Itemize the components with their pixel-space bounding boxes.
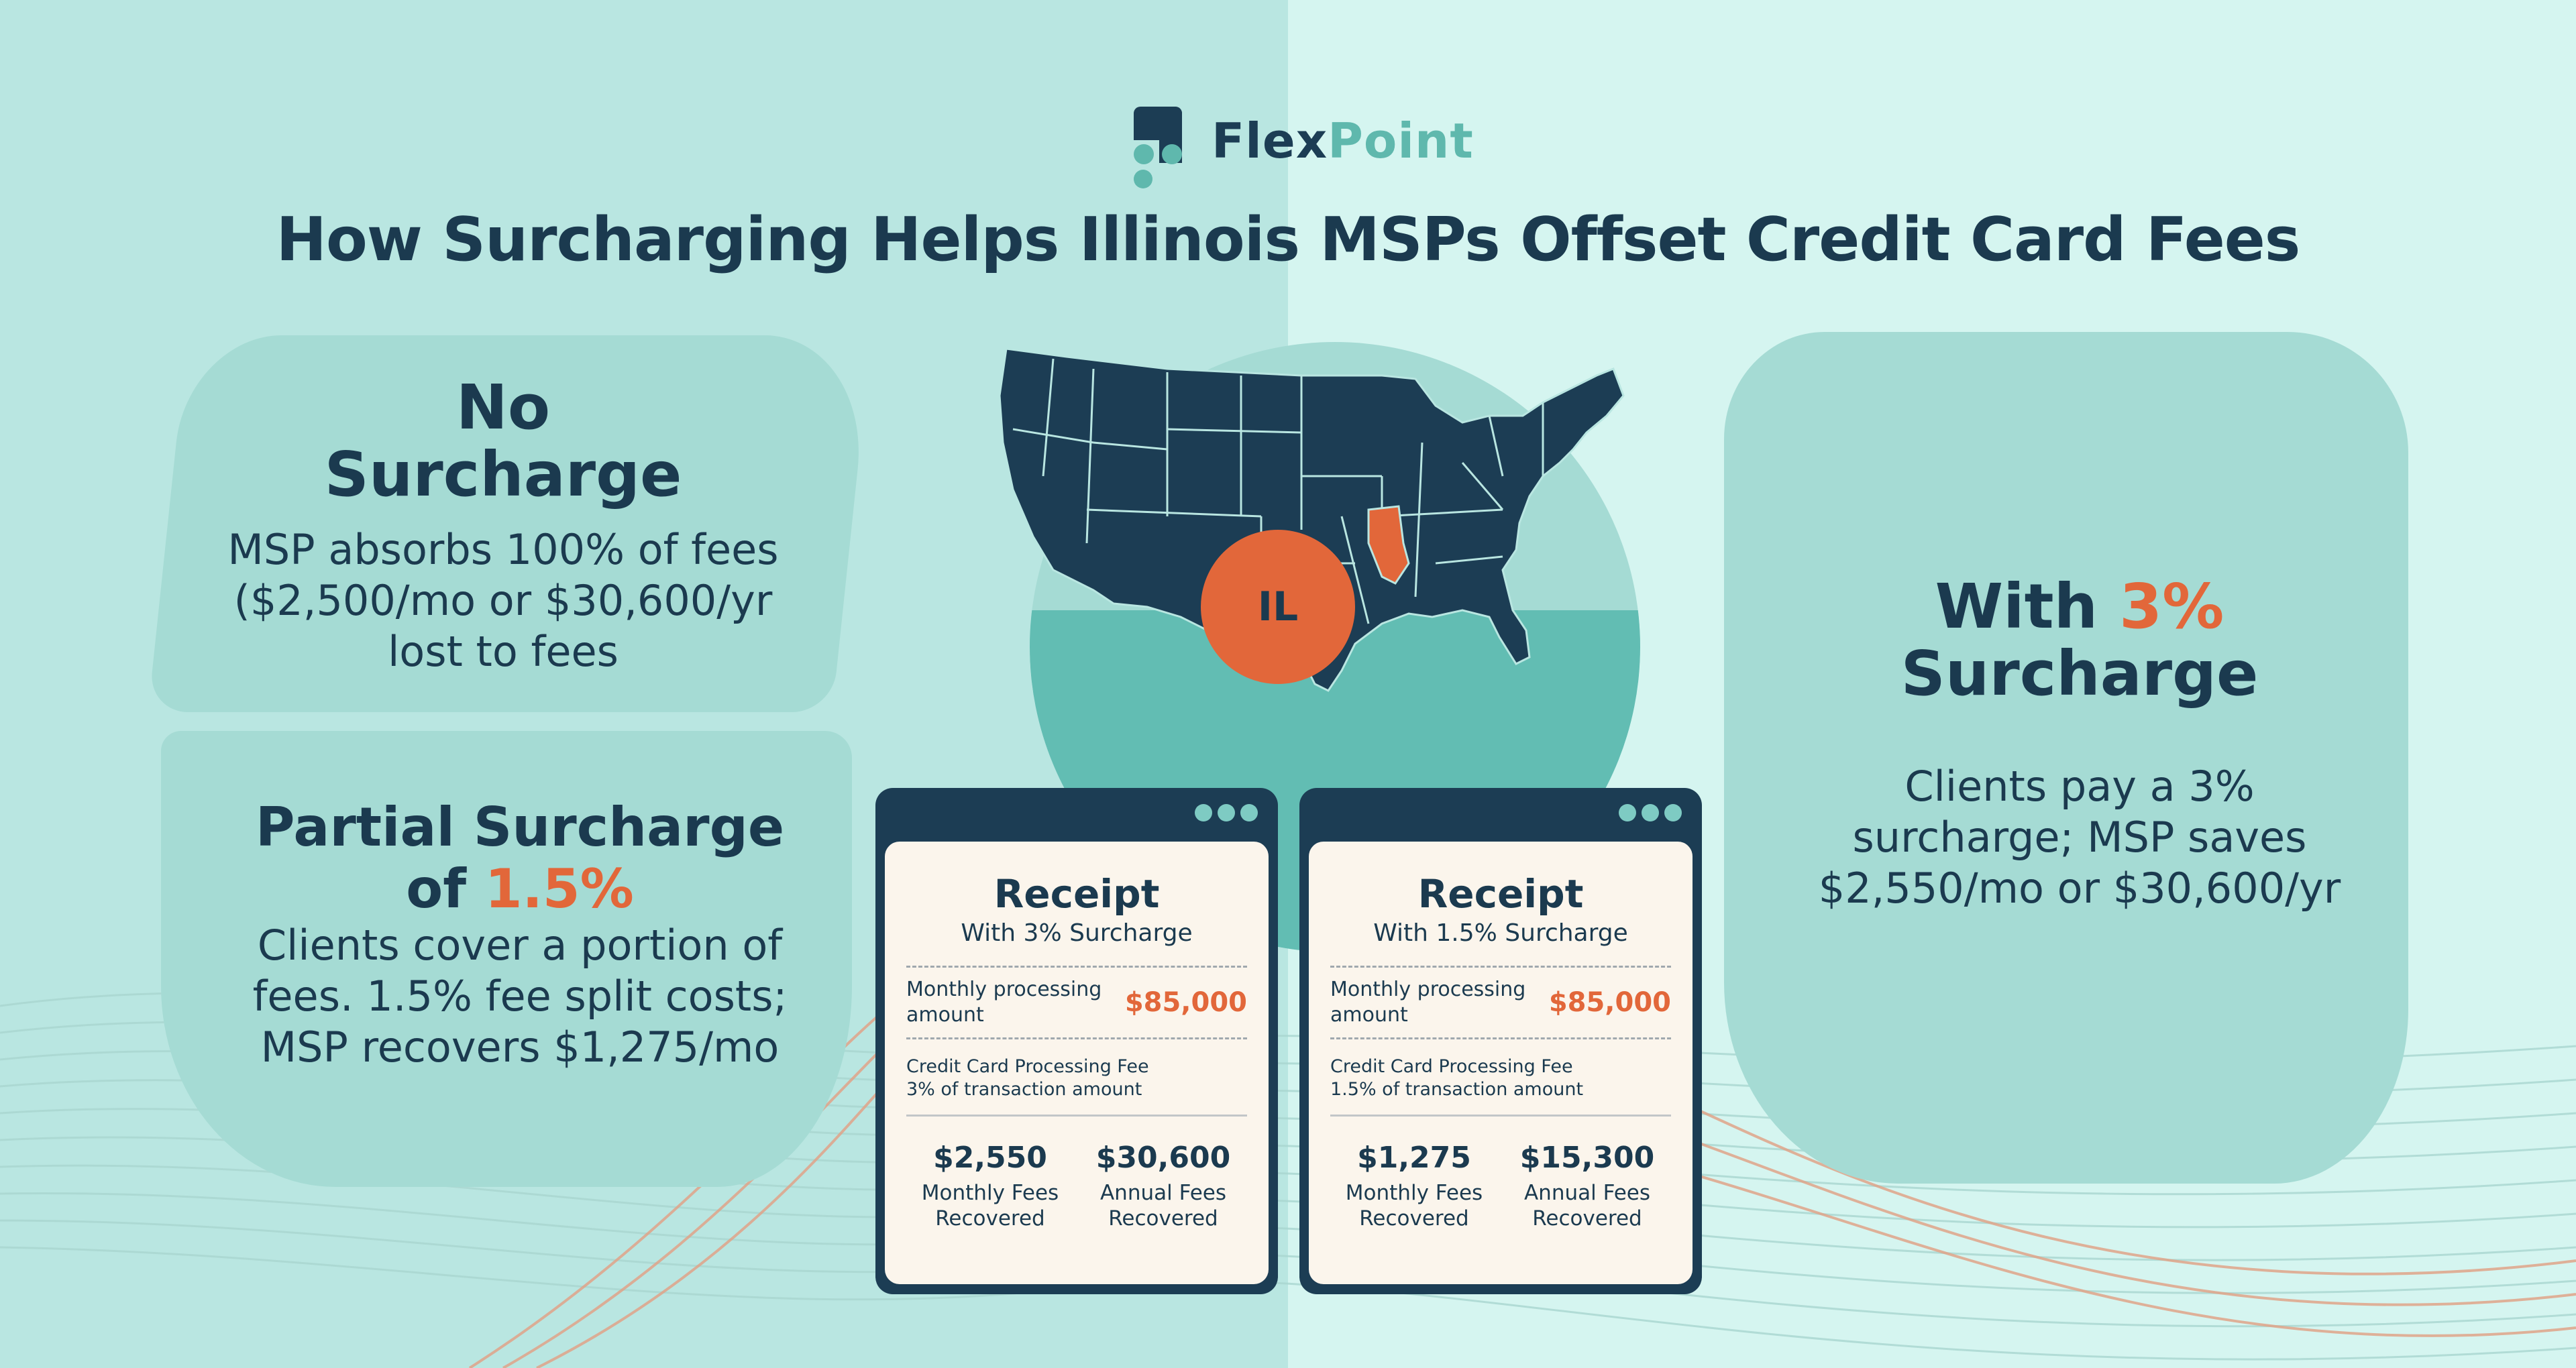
- receipt-3-percent: Receipt With 3% Surcharge Monthly proces…: [875, 788, 1278, 1294]
- fee-row: Credit Card Processing Fee 3% of transac…: [906, 1037, 1247, 1101]
- panel-heading: Partial Surcharge of 1.5%: [255, 796, 785, 920]
- full-surcharge-panel: With 3% Surcharge Clients pay a 3% surch…: [1724, 573, 2435, 914]
- flexpoint-logo-icon: [1134, 104, 1187, 188]
- monthly-processing-amount: $85,000: [1548, 987, 1671, 1018]
- panel-bg-full-surcharge: [1724, 332, 2408, 1184]
- receipt-title: Receipt: [994, 871, 1160, 917]
- receipt-card: Receipt With 3% Surcharge Monthly proces…: [885, 842, 1269, 1284]
- usa-map-illustration: [998, 347, 1625, 692]
- receipt-title: Receipt: [1417, 871, 1584, 917]
- panel-heading: With 3% Surcharge: [1900, 571, 2259, 709]
- window-dots-icon: [1619, 804, 1682, 821]
- monthly-processing-row: Monthly processing amount $85,000: [1330, 966, 1671, 1028]
- brand-logo: FlexPoint: [1134, 101, 1474, 188]
- fee-row: Credit Card Processing Fee 1.5% of trans…: [1330, 1037, 1671, 1101]
- panel-body: Clients cover a portion of fees. 1.5% fe…: [252, 921, 788, 1072]
- receipt-stats: $2,550 Monthly Fees Recovered $30,600 Ann…: [906, 1141, 1247, 1231]
- window-dots-icon: [1195, 804, 1258, 821]
- monthly-processing-label: Monthly processing amount: [1330, 978, 1526, 1027]
- receipt-subtitle: With 3% Surcharge: [961, 919, 1193, 947]
- panel-body: Clients pay a 3% surcharge; MSP saves $2…: [1818, 762, 2341, 913]
- annual-fees-stat: $30,600 Annual Fees Recovered: [1095, 1141, 1231, 1231]
- illinois-badge: IL: [1201, 530, 1355, 684]
- panel-heading: No Surcharge: [324, 372, 682, 510]
- monthly-fees-stat: $1,275 Monthly Fees Recovered: [1345, 1141, 1483, 1231]
- receipt-card: Receipt With 1.5% Surcharge Monthly proc…: [1309, 842, 1693, 1284]
- panel-body: MSP absorbs 100% of fees ($2,500/mo or $…: [227, 525, 779, 676]
- monthly-processing-row: Monthly processing amount $85,000: [906, 966, 1247, 1028]
- monthly-processing-amount: $85,000: [1124, 987, 1247, 1018]
- monthly-processing-label: Monthly processing amount: [906, 978, 1102, 1027]
- panel-bg-partial-surcharge: [161, 731, 852, 1187]
- no-surcharge-panel: No Surcharge MSP absorbs 100% of fees ($…: [168, 374, 839, 677]
- receipt-1-5-percent: Receipt With 1.5% Surcharge Monthly proc…: [1299, 788, 1702, 1294]
- receipt-subtitle: With 1.5% Surcharge: [1373, 919, 1628, 947]
- partial-surcharge-panel: Partial Surcharge of 1.5% Clients cover …: [171, 797, 869, 1073]
- page-title: How Surcharging Helps Illinois MSPs Offs…: [276, 205, 2301, 275]
- annual-fees-stat: $15,300 Annual Fees Recovered: [1519, 1141, 1655, 1231]
- monthly-fees-stat: $2,550 Monthly Fees Recovered: [921, 1141, 1059, 1231]
- brand-name: FlexPoint: [1212, 113, 1474, 169]
- receipt-divider: [906, 1115, 1247, 1117]
- receipt-divider: [1330, 1115, 1671, 1117]
- receipt-stats: $1,275 Monthly Fees Recovered $15,300 Ann…: [1330, 1141, 1671, 1231]
